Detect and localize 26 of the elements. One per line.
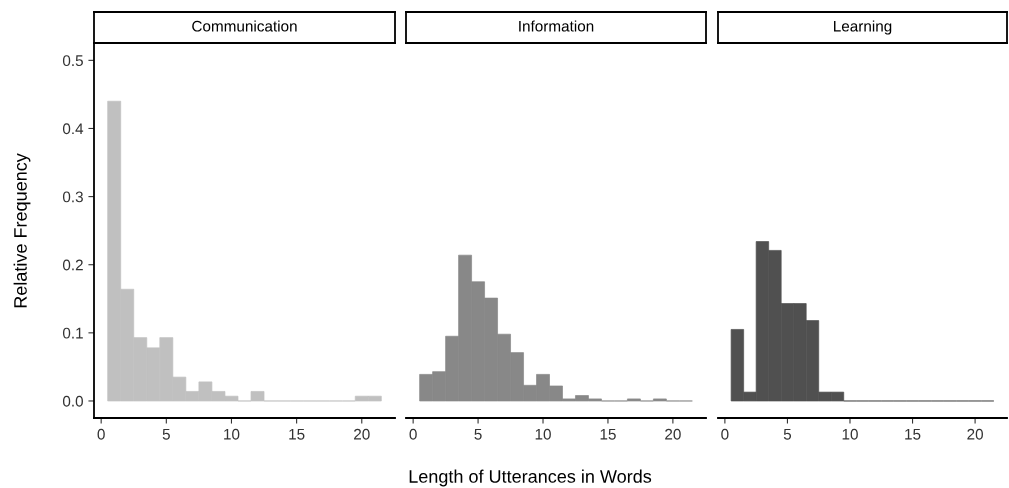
x-tick-label: 10: [224, 428, 240, 440]
y-tick-label: 0.4: [62, 123, 84, 135]
x-tick-label: 15: [289, 428, 305, 440]
chart-title: Communication: [192, 20, 297, 32]
x-tick-label: 15: [905, 428, 921, 440]
x-tick-label: 5: [783, 428, 792, 440]
x-tick-label: 5: [162, 428, 170, 440]
x-tick-label: 15: [600, 428, 616, 440]
x-tick-label: 0: [97, 428, 105, 440]
chart-title: Information: [519, 20, 594, 32]
y-axis-title: Relative Frequency: [13, 153, 31, 308]
x-tick-label: 5: [474, 428, 482, 440]
x-tick-label: 20: [665, 428, 681, 440]
x-tick-label: 0: [721, 428, 729, 440]
y-tick-label: 0.3: [62, 191, 83, 203]
x-axis-title: Length of Utterances in Words: [409, 469, 652, 487]
y-tick-label: 0.0: [62, 395, 83, 407]
x-tick-label: 10: [535, 428, 551, 440]
x-tick-label: 0: [409, 428, 417, 440]
y-tick-label: 0.5: [62, 55, 83, 67]
x-tick-label: 20: [354, 428, 370, 440]
chart-title: Learning: [834, 20, 892, 35]
x-tick-label: 10: [842, 428, 858, 440]
x-tick-label: 20: [967, 428, 983, 440]
y-tick-label: 0.2: [62, 259, 83, 271]
y-tick-label: 0.1: [62, 327, 83, 339]
